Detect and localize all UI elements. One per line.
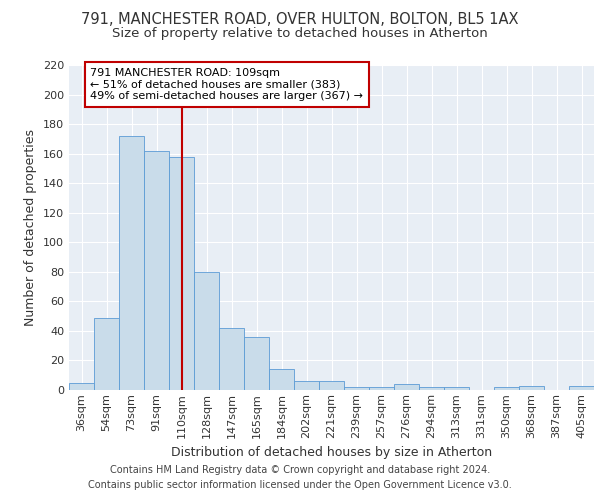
Bar [494, 387, 519, 390]
Bar [344, 387, 369, 390]
Bar [519, 386, 544, 390]
Bar [219, 328, 244, 390]
Bar [144, 150, 169, 390]
Y-axis label: Number of detached properties: Number of detached properties [25, 129, 37, 326]
Bar [69, 382, 94, 390]
Text: 791, MANCHESTER ROAD, OVER HULTON, BOLTON, BL5 1AX: 791, MANCHESTER ROAD, OVER HULTON, BOLTO… [81, 12, 519, 28]
Bar [394, 384, 419, 390]
Bar [444, 387, 469, 390]
Bar [319, 381, 344, 390]
Bar [294, 381, 319, 390]
Bar [244, 337, 269, 390]
Text: Size of property relative to detached houses in Atherton: Size of property relative to detached ho… [112, 28, 488, 40]
Bar [269, 370, 294, 390]
Bar [94, 318, 119, 390]
Bar [119, 136, 144, 390]
Bar [169, 156, 194, 390]
X-axis label: Distribution of detached houses by size in Atherton: Distribution of detached houses by size … [171, 446, 492, 459]
Bar [569, 386, 594, 390]
Text: 791 MANCHESTER ROAD: 109sqm
← 51% of detached houses are smaller (383)
49% of se: 791 MANCHESTER ROAD: 109sqm ← 51% of det… [90, 68, 363, 101]
Text: Contains HM Land Registry data © Crown copyright and database right 2024.
Contai: Contains HM Land Registry data © Crown c… [88, 465, 512, 490]
Bar [369, 387, 394, 390]
Bar [194, 272, 219, 390]
Bar [419, 387, 444, 390]
